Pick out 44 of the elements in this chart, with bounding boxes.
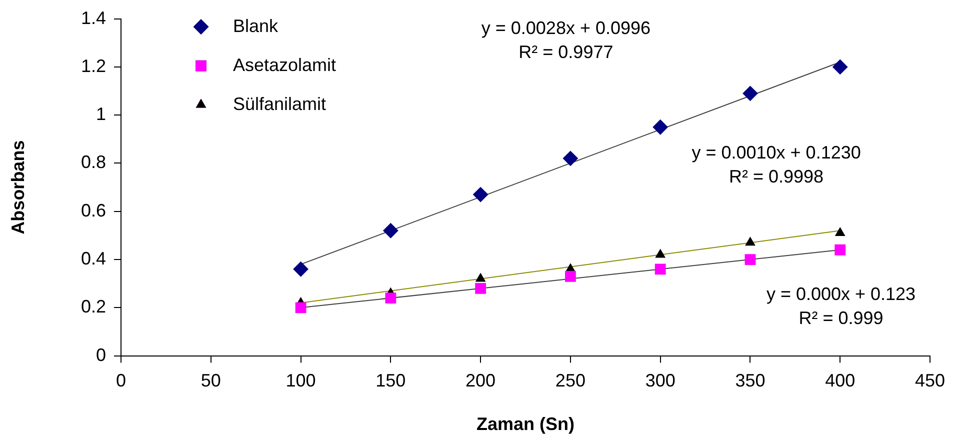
y-tick-label: 1 — [96, 104, 106, 124]
x-tick-label: 100 — [286, 370, 316, 391]
point — [834, 244, 846, 256]
legend-label: Blank — [233, 16, 280, 36]
x-tick-label: 0 — [116, 370, 126, 391]
legend-label: Asetazolamit — [233, 54, 336, 75]
point — [475, 282, 486, 294]
point — [383, 223, 398, 238]
x-tick-label: 400 — [825, 370, 856, 391]
point — [832, 59, 848, 74]
point — [473, 187, 488, 202]
annotation: y = 0.0028x + 0.0996 R² = 0.9977 — [481, 18, 651, 62]
y-tick-label: 0 — [96, 344, 106, 365]
point — [564, 270, 576, 282]
point — [654, 264, 666, 275]
y-tick-label: 0.6 — [80, 200, 106, 220]
y-tick-label: 1.4 — [80, 8, 106, 28]
point — [476, 273, 486, 282]
point — [562, 150, 578, 166]
x-tick-label: 200 — [466, 370, 496, 391]
x-axis-title: Zaman (Sn) — [476, 414, 575, 434]
x-tick-label: 250 — [555, 370, 586, 391]
y-tick-label: 0.8 — [80, 152, 106, 172]
legend-label: Sülfanilamit — [233, 94, 326, 114]
annotation: y = 0.0010x + 0.1230 R² = 0.9998 — [692, 142, 861, 187]
x-tick-label: 50 — [200, 370, 221, 391]
y-tick-label: 0.4 — [80, 248, 106, 268]
x-tick-label: 150 — [376, 370, 406, 391]
annotation: y = 0.000x + 0.123 R² = 0.999 — [766, 284, 916, 328]
point — [656, 249, 666, 258]
point — [742, 86, 758, 101]
x-tick-label: 450 — [914, 370, 946, 391]
y-axis-title: Absorbans — [8, 140, 28, 234]
y-tick-label: 1.2 — [80, 56, 106, 76]
x-tick-label: 350 — [735, 370, 766, 391]
point — [744, 254, 756, 265]
point — [835, 228, 845, 236]
point — [385, 292, 396, 304]
point — [293, 262, 308, 277]
point — [652, 120, 668, 135]
x-tick-label: 300 — [645, 370, 676, 391]
y-tick-label: 0.2 — [80, 296, 106, 317]
point — [745, 237, 756, 246]
point — [295, 302, 306, 314]
